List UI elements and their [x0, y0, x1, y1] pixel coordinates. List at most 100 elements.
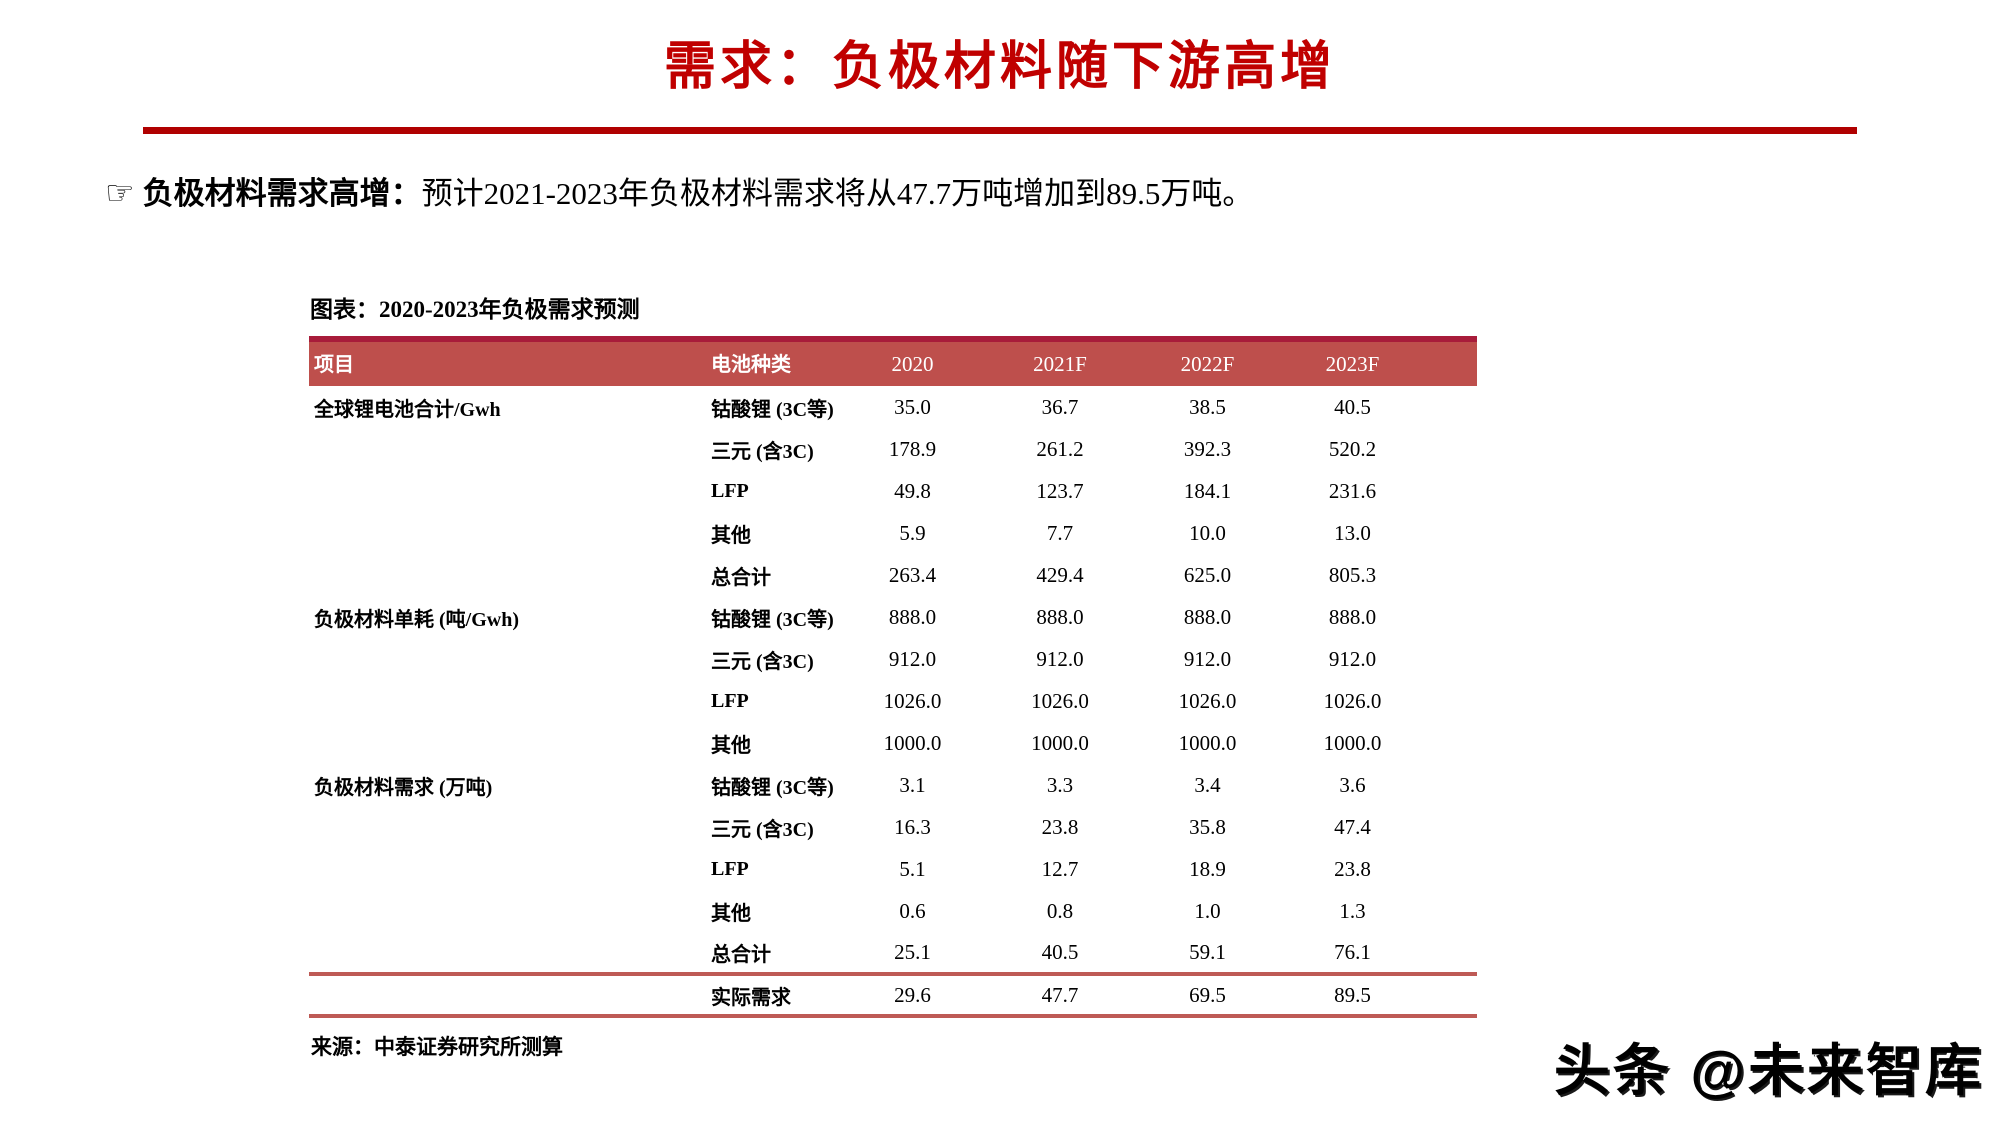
- value-2020: 888.0: [888, 604, 937, 629]
- table-row: 其他 0.6 0.8 1.0 1.3: [309, 890, 1477, 932]
- table-row: 三元 (含3C) 178.9 261.2 392.3 520.2: [309, 428, 1477, 470]
- table-row: 三元 (含3C) 16.3 23.8 35.8 47.4: [309, 806, 1477, 848]
- value-2023f: 520.2: [1328, 436, 1377, 461]
- value-2023f: 1000.0: [1323, 730, 1382, 755]
- table-row: 总合计 263.4 429.4 625.0 805.3: [309, 554, 1477, 596]
- value-2021f: 1026.0: [1031, 688, 1089, 713]
- table-row: LFP 49.8 123.7 184.1 231.6: [309, 470, 1477, 512]
- value-2023f: 805.3: [1328, 562, 1377, 587]
- value-2022f: 1000.0: [1178, 730, 1237, 755]
- value-2022f: 392.3: [1183, 436, 1232, 461]
- value-2022f: 625.0: [1183, 562, 1232, 587]
- value-2020: 912.0: [888, 646, 937, 671]
- value-2021f: 0.8: [1046, 898, 1074, 923]
- row-spacer: [1425, 848, 1477, 890]
- key-point: ☞ 负极材料需求高增：预计2021-2023年负极材料需求将从47.7万吨增加到8…: [105, 168, 1253, 213]
- value-2021f: 23.8: [1041, 814, 1079, 839]
- value-2023f: 47.4: [1334, 814, 1371, 839]
- value-2020: 16.3: [894, 814, 931, 839]
- value-2021f: 40.5: [1041, 939, 1079, 964]
- table-row: LFP 5.1 12.7 18.9 23.8: [309, 848, 1477, 890]
- battery-type: 其他: [711, 902, 751, 925]
- battery-type: LFP: [711, 479, 749, 502]
- table-row-total: 总合计 25.1 40.5 59.1 76.1: [309, 932, 1477, 974]
- value-2020: 1000.0: [883, 730, 942, 755]
- row-spacer: [1425, 638, 1477, 680]
- row-spacer: [1425, 806, 1477, 848]
- figure-caption: 图表：2020-2023年负极需求预测: [310, 297, 640, 322]
- page-title: 需求：负极材料随下游高增: [663, 39, 1336, 96]
- table-row: 其他 1000.0 1000.0 1000.0 1000.0: [309, 722, 1477, 764]
- row-spacer: [1425, 470, 1477, 512]
- value-2022f: 35.8: [1189, 814, 1226, 839]
- table-body: 全球锂电池合计/Gwh 钴酸锂 (3C等) 35.0 36.7 38.5 40.…: [309, 386, 1477, 1016]
- watermark: 头条 @未来智库: [1553, 1039, 1984, 1102]
- value-2023f: 1.3: [1339, 898, 1366, 923]
- value-2021f: 47.7: [1041, 982, 1079, 1007]
- row-spacer: [1425, 974, 1477, 1016]
- value-2023f: 1026.0: [1323, 688, 1382, 713]
- battery-type: LFP: [711, 857, 749, 880]
- section-label: [309, 512, 703, 554]
- battery-type: 三元 (含3C): [711, 440, 814, 463]
- table-row: LFP 1026.0 1026.0 1026.0 1026.0: [309, 680, 1477, 722]
- row-spacer: [1425, 512, 1477, 554]
- forecast-table: 项目 电池种类 2020 2021F 2022F 2023F 全球锂电池合计/G…: [309, 336, 1477, 1018]
- value-2023f: 912.0: [1328, 646, 1377, 671]
- section-label: [309, 932, 703, 974]
- section-label: 全球锂电池合计/Gwh: [314, 398, 501, 421]
- value-2021f: 12.7: [1041, 856, 1079, 881]
- row-spacer: [1425, 554, 1477, 596]
- source-note: 来源：中泰证券研究所测算: [311, 1035, 563, 1059]
- value-2020: 3.1: [899, 772, 926, 797]
- table-row: 负极材料需求 (万吨) 钴酸锂 (3C等) 3.1 3.3 3.4 3.6: [309, 764, 1477, 806]
- section-label: 负极材料需求 (万吨): [314, 776, 493, 799]
- value-2022f: 69.5: [1189, 982, 1226, 1007]
- row-spacer: [1425, 932, 1477, 974]
- battery-type: 其他: [711, 524, 751, 547]
- section-label: [309, 428, 703, 470]
- table-header-row: 项目 电池种类 2020 2021F 2022F 2023F: [309, 339, 1477, 386]
- value-2021f: 3.3: [1046, 772, 1074, 797]
- value-2022f: 38.5: [1189, 394, 1226, 419]
- section-label: [309, 680, 703, 722]
- battery-type: 三元 (含3C): [711, 650, 814, 673]
- value-2023f: 40.5: [1334, 394, 1371, 419]
- section-label: [309, 806, 703, 848]
- battery-type: LFP: [711, 689, 749, 712]
- value-2023f: 23.8: [1334, 856, 1371, 881]
- col-header-2022f: 2022F: [1180, 352, 1235, 376]
- value-2021f: 1000.0: [1031, 730, 1089, 755]
- battery-type: 三元 (含3C): [711, 818, 814, 841]
- value-2021f: 36.7: [1041, 394, 1079, 419]
- value-2022f: 1.0: [1194, 898, 1221, 923]
- battery-type: 其他: [711, 734, 751, 757]
- value-2021f: 888.0: [1036, 604, 1084, 629]
- battery-type: 总合计: [711, 566, 771, 589]
- value-2020: 49.8: [894, 478, 931, 503]
- pointing-finger-icon: ☞: [105, 173, 135, 212]
- value-2021f: 912.0: [1036, 646, 1084, 671]
- battery-type: 总合计: [711, 943, 771, 966]
- section-label: [309, 974, 703, 1016]
- value-2022f: 10.0: [1189, 520, 1226, 545]
- value-2022f: 1026.0: [1178, 688, 1237, 713]
- key-point-lead: 负极材料需求高增：: [142, 176, 422, 211]
- battery-type: 钴酸锂 (3C等): [711, 398, 834, 421]
- row-spacer: [1425, 428, 1477, 470]
- value-2023f: 13.0: [1334, 520, 1371, 545]
- battery-type: 实际需求: [711, 986, 791, 1009]
- value-2023f: 89.5: [1334, 982, 1371, 1007]
- table-row: 负极材料单耗 (吨/Gwh) 钴酸锂 (3C等) 888.0 888.0 888…: [309, 596, 1477, 638]
- section-label: [309, 638, 703, 680]
- row-spacer: [1425, 764, 1477, 806]
- section-label: [309, 554, 703, 596]
- row-spacer: [1425, 596, 1477, 638]
- col-header-2021f: 2021F: [1033, 352, 1087, 376]
- section-label: [309, 890, 703, 932]
- battery-type: 钴酸锂 (3C等): [711, 776, 834, 799]
- value-2023f: 3.6: [1339, 772, 1366, 797]
- row-spacer: [1425, 386, 1477, 428]
- value-2020: 35.0: [894, 394, 931, 419]
- table-row: 其他 5.9 7.7 10.0 13.0: [309, 512, 1477, 554]
